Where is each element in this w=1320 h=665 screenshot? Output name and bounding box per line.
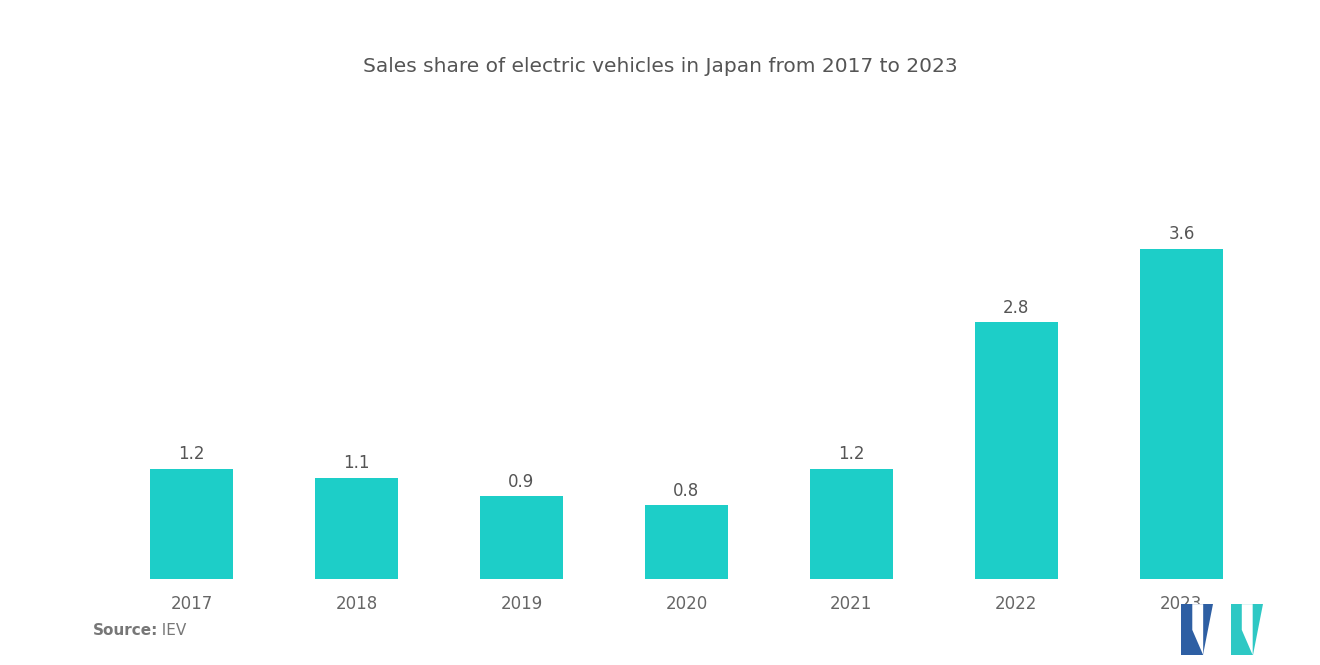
- Text: Sales share of electric vehicles in Japan from 2017 to 2023: Sales share of electric vehicles in Japa…: [363, 57, 957, 76]
- Bar: [315, 477, 397, 579]
- Text: 0.9: 0.9: [508, 473, 535, 491]
- Bar: [645, 505, 727, 579]
- Polygon shape: [1204, 604, 1225, 655]
- Polygon shape: [1232, 604, 1253, 655]
- Text: 3.6: 3.6: [1168, 225, 1195, 243]
- Polygon shape: [1204, 604, 1225, 655]
- Bar: [150, 469, 232, 579]
- Text: 2.8: 2.8: [1003, 299, 1030, 317]
- Text: 1.2: 1.2: [838, 445, 865, 463]
- Polygon shape: [1181, 604, 1204, 655]
- Text: 0.8: 0.8: [673, 481, 700, 500]
- Polygon shape: [1263, 604, 1274, 655]
- Text: 1.2: 1.2: [178, 445, 205, 463]
- Bar: [480, 496, 562, 579]
- Text: IEV: IEV: [152, 623, 186, 638]
- Text: 1.1: 1.1: [343, 454, 370, 472]
- Polygon shape: [1242, 604, 1253, 655]
- Polygon shape: [1214, 604, 1225, 655]
- Bar: [975, 322, 1057, 579]
- Bar: [1140, 249, 1222, 579]
- Text: Source:: Source:: [92, 623, 158, 638]
- Polygon shape: [1253, 604, 1274, 655]
- Polygon shape: [1253, 604, 1274, 655]
- Polygon shape: [1192, 604, 1204, 655]
- Bar: [810, 469, 892, 579]
